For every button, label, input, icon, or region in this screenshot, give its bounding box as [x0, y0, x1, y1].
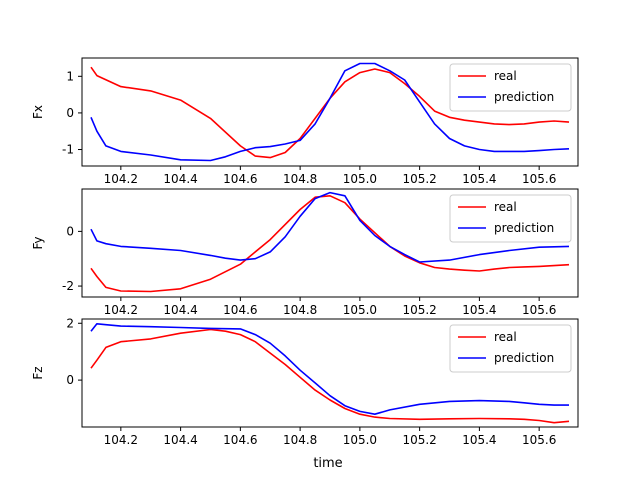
x-tick-label: 104.6: [223, 303, 257, 317]
x-tick-label: 104.2: [104, 303, 138, 317]
x-tick-label: 105.6: [522, 303, 556, 317]
y-tick-label: -1: [62, 143, 74, 157]
legend-label-real: real: [494, 330, 517, 344]
x-tick-label: 104.8: [283, 433, 317, 447]
x-tick-label: 104.4: [163, 172, 197, 186]
series-line-prediction: [90, 62, 570, 162]
x-tick-label: 105.0: [343, 172, 377, 186]
y-tick-label: 2: [66, 316, 74, 330]
subplot-fy: 104.2 104.4 104.6 104.8 105.0 105.2 105.4 105.6…: [31, 188, 579, 317]
x-tick-label: 105.4: [462, 433, 496, 447]
x-tick-label: 104.6: [223, 433, 257, 447]
y-axis-label: Fy: [31, 237, 45, 250]
x-tick-label: 105.2: [402, 303, 436, 317]
legend-label-real: real: [494, 200, 517, 214]
legend: real prediction: [449, 324, 572, 373]
legend: real prediction: [449, 63, 572, 112]
x-tick-label: 104.2: [104, 433, 138, 447]
x-tick-label: 104.2: [104, 172, 138, 186]
x-tick-label: 105.2: [402, 172, 436, 186]
x-tick-label: 104.8: [283, 303, 317, 317]
legend-label-prediction: prediction: [494, 221, 554, 235]
series-line-real: [90, 328, 570, 424]
series-line-real: [90, 66, 570, 159]
legend-label-prediction: prediction: [494, 90, 554, 104]
subplot-fx: 104.2 104.4 104.6 104.8 105.0 105.2 105.4 105.6…: [31, 57, 579, 186]
x-tick-label: 105.4: [462, 172, 496, 186]
x-tick-label: 104.4: [163, 433, 197, 447]
y-tick-label: -2: [62, 279, 74, 293]
y-tick-label: 0: [66, 106, 74, 120]
y-tick-label: 1: [66, 69, 74, 83]
x-tick-label: 105.0: [343, 433, 377, 447]
x-tick-label: 104.8: [283, 172, 317, 186]
legend-label-real: real: [494, 69, 517, 83]
axes-frame: [81, 318, 579, 428]
y-tick-label: 0: [66, 224, 74, 238]
x-tick-label: 105.4: [462, 303, 496, 317]
series-line-prediction: [90, 322, 569, 416]
axes-frame: [81, 188, 579, 298]
y-tick-label: 0: [66, 373, 74, 387]
x-tick-label: 105.0: [343, 303, 377, 317]
x-tick-label: 105.6: [522, 433, 556, 447]
legend-label-prediction: prediction: [494, 351, 554, 365]
legend: real prediction: [449, 194, 572, 243]
x-tick-label: 104.6: [223, 172, 257, 186]
x-axis-label: time: [313, 456, 342, 471]
y-axis-label: Fx: [31, 105, 45, 119]
x-tick-label: 105.6: [522, 172, 556, 186]
subplot-fz: 104.2 104.4 104.6 104.8 105.0 105.2 105.4 105.6…: [31, 316, 579, 447]
x-tick-label: 104.4: [163, 303, 197, 317]
x-tick-label: 105.2: [402, 433, 436, 447]
series-line-prediction: [90, 191, 570, 263]
y-axis-label: Fz: [31, 366, 45, 379]
axes-frame: [81, 57, 579, 167]
